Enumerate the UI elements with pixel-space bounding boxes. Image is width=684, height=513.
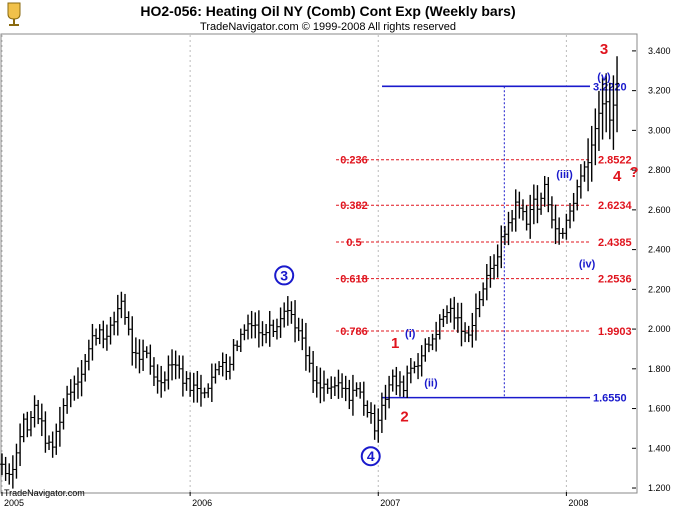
fib-ratio-label: 0.382 — [340, 200, 368, 212]
y-tick-label: 1.200 — [648, 483, 671, 493]
x-tick-label: 2006 — [192, 498, 212, 508]
wave-label-red: 1 — [391, 335, 399, 352]
axis-layer: 2005 2006 2007 2008 1.200 1.400 1.600 1.800 2.00… — [1, 46, 671, 508]
wave-label-red: 3 — [600, 41, 608, 58]
y-tick-label: 3.400 — [648, 46, 671, 56]
level-price-label: 1.6550 — [593, 393, 627, 405]
y-tick-label: 2.200 — [648, 284, 671, 294]
wave-label-blue: (ii) — [424, 378, 438, 390]
logo — [7, 2, 21, 26]
fib-price-label: 1.9903 — [598, 326, 632, 338]
wave-circle-label: 3 — [280, 267, 288, 283]
x-tick-label: 2007 — [380, 498, 400, 508]
fib-price-label: 2.4385 — [598, 237, 632, 249]
y-tick-label: 3.200 — [648, 86, 671, 96]
chart-title: HO2-056: Heating Oil NY (Comb) Cont Exp … — [140, 3, 515, 19]
wave-label-blue: (iii) — [556, 169, 573, 181]
y-tick-label: 3.000 — [648, 125, 671, 135]
y-tick-label: 2.400 — [648, 245, 671, 255]
y-tick-label: 1.400 — [648, 443, 671, 453]
chart-subtitle: TradeNavigator.com © 1999-2008 All right… — [200, 21, 456, 33]
y-tick-label: 2.800 — [648, 165, 671, 175]
wave-circle — [360, 446, 381, 467]
wave-circle-label: 4 — [367, 448, 375, 464]
fib-price-label: 2.2536 — [598, 274, 632, 286]
wave-circle — [274, 265, 295, 286]
y-tick-label: 2.600 — [648, 205, 671, 215]
y-tick-label: 1.600 — [648, 404, 671, 414]
grid-layer — [1, 35, 567, 492]
fib-ratio-label: 0.786 — [340, 326, 368, 338]
plot-frame — [0, 33, 638, 494]
fib-price-label: 2.6234 — [598, 200, 633, 212]
wave-label-blue: (v) — [597, 72, 611, 84]
x-tick-label: 2008 — [568, 498, 588, 508]
fib-ratio-label: 0.5 — [346, 237, 361, 249]
fib-ratio-label: 0.236 — [340, 155, 368, 167]
labels-layer: 3 4 1 2 (i) (ii) (iii) (iv) 3 (v) 4? — [274, 41, 639, 467]
y-tick-label: 2.000 — [648, 324, 671, 334]
wave-label-red: ? — [630, 164, 639, 181]
fib-price-label: 2.8522 — [598, 155, 632, 167]
wave-label-blue: (iv) — [579, 259, 596, 271]
bars-layer — [0, 56, 620, 489]
x-tick-label: 2005 — [4, 498, 24, 508]
fib-ratio-label: 0.618 — [340, 274, 368, 286]
wave-label-red: 4 — [613, 168, 622, 185]
wave-label-blue: (i) — [405, 328, 416, 340]
y-tick-label: 1.800 — [648, 364, 671, 374]
watermark: TradeNavigator.com — [4, 488, 85, 498]
wave-label-red: 2 — [400, 408, 408, 425]
